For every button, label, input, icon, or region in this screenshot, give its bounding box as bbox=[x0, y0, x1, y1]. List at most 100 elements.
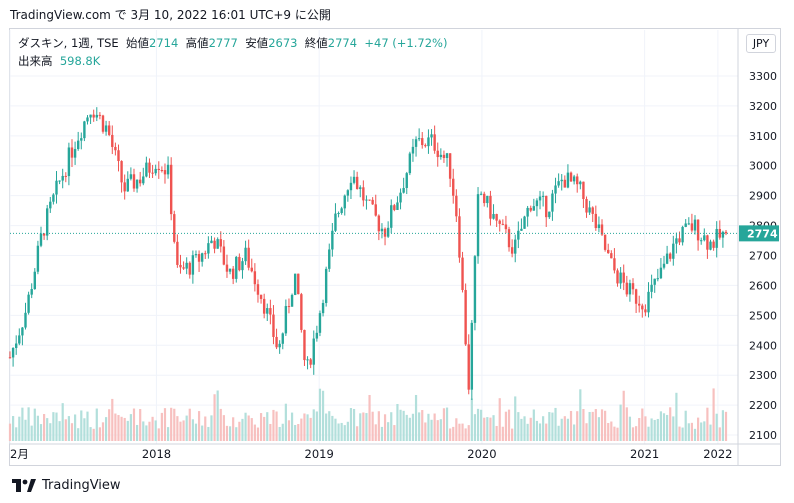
high-value: 2777 bbox=[208, 36, 238, 50]
candle-body bbox=[681, 226, 684, 243]
candle-body bbox=[145, 162, 148, 177]
candle-body bbox=[616, 270, 619, 284]
candle-body bbox=[665, 253, 669, 264]
volume-bar bbox=[433, 413, 436, 441]
candle-body bbox=[70, 147, 74, 158]
candle-body bbox=[628, 283, 632, 295]
candle-body bbox=[718, 228, 722, 238]
volume-bar bbox=[672, 416, 675, 441]
price-tick-label: 3100 bbox=[749, 130, 777, 143]
candle-body bbox=[324, 268, 328, 303]
candle-body bbox=[114, 146, 117, 151]
last-price-tag bbox=[739, 225, 779, 242]
candle-body bbox=[328, 249, 331, 269]
candle-body bbox=[30, 289, 33, 295]
candle-body bbox=[340, 208, 343, 214]
candle-body bbox=[548, 211, 551, 218]
currency-button[interactable]: JPY bbox=[746, 34, 776, 53]
candle-body bbox=[61, 175, 64, 181]
candle-body bbox=[228, 268, 232, 272]
candle-body bbox=[312, 338, 315, 365]
volume-bar bbox=[253, 424, 256, 441]
candle-body bbox=[703, 235, 706, 241]
volume-bar bbox=[334, 418, 337, 441]
volume-bar bbox=[703, 421, 706, 441]
volume-bar bbox=[721, 410, 725, 441]
volume-bar bbox=[542, 416, 545, 441]
candle-body bbox=[318, 313, 322, 333]
candle-body bbox=[405, 173, 408, 188]
volume-bar bbox=[139, 409, 142, 441]
candle-body bbox=[436, 150, 439, 158]
candle-body bbox=[352, 176, 356, 183]
volume-bar bbox=[132, 408, 136, 441]
volume-bar bbox=[222, 415, 225, 441]
volume-bar bbox=[67, 416, 70, 441]
candle-body bbox=[42, 233, 46, 236]
volume-bar bbox=[498, 398, 501, 441]
candle-body bbox=[486, 195, 489, 204]
candle-body bbox=[160, 170, 164, 172]
volume-bar bbox=[715, 413, 718, 441]
candle-body bbox=[52, 194, 55, 202]
volume-bar bbox=[548, 412, 551, 441]
candle-body bbox=[641, 305, 644, 310]
candle-body bbox=[647, 291, 650, 313]
volume-bar bbox=[644, 416, 647, 441]
volume-bar bbox=[405, 414, 408, 441]
candle-body bbox=[535, 200, 539, 207]
volume-bar bbox=[70, 423, 74, 441]
candle-body bbox=[36, 245, 40, 272]
candle-body bbox=[225, 264, 229, 272]
candle-body bbox=[576, 176, 579, 185]
candle-body bbox=[101, 115, 105, 132]
volume-bar bbox=[278, 426, 281, 441]
volume-bar bbox=[235, 427, 238, 441]
volume-bar bbox=[650, 418, 653, 441]
volume-bar bbox=[724, 411, 728, 441]
volume-bar bbox=[46, 418, 49, 441]
candle-body bbox=[517, 230, 520, 240]
volume-bar bbox=[163, 408, 167, 441]
volume-bar bbox=[588, 411, 591, 441]
volume-bar bbox=[700, 422, 703, 441]
volume-bar bbox=[545, 423, 548, 441]
volume-bar bbox=[256, 427, 260, 441]
candle-body bbox=[169, 164, 173, 215]
candle-body bbox=[507, 229, 511, 248]
footer-brand-label: TradingView bbox=[42, 478, 121, 493]
candle-body bbox=[696, 219, 700, 241]
volume-bar bbox=[309, 417, 312, 441]
candle-body bbox=[132, 174, 136, 189]
volume-bar bbox=[303, 413, 306, 441]
volume-bar bbox=[610, 421, 613, 441]
price-tick-label: 2100 bbox=[749, 429, 777, 442]
candle-body bbox=[300, 294, 303, 330]
candle-body bbox=[687, 223, 691, 225]
candle-body bbox=[724, 231, 728, 234]
volume-bar bbox=[566, 418, 570, 441]
candle-body bbox=[662, 263, 666, 268]
candle-body bbox=[417, 138, 421, 140]
volume-bar bbox=[631, 427, 635, 441]
candle-body bbox=[219, 239, 222, 247]
price-tick-label: 3300 bbox=[749, 70, 777, 83]
candle-body bbox=[545, 195, 548, 218]
volume-bar bbox=[55, 412, 58, 441]
candle-body bbox=[200, 253, 204, 262]
candle-body bbox=[659, 267, 663, 279]
volume-bar bbox=[380, 426, 384, 441]
candle-body bbox=[83, 121, 86, 139]
volume-bar bbox=[117, 415, 120, 441]
volume-bar bbox=[579, 389, 582, 441]
time-tick-label: 2019 bbox=[305, 447, 334, 461]
volume-bar bbox=[247, 415, 250, 441]
footer-brand[interactable]: TradingView bbox=[12, 478, 121, 493]
candle-body bbox=[284, 306, 288, 334]
candle-body bbox=[495, 214, 498, 221]
open-value: 2714 bbox=[149, 36, 179, 50]
candle-body bbox=[625, 282, 629, 295]
volume-bar bbox=[49, 423, 52, 441]
volume-bar bbox=[399, 409, 402, 441]
